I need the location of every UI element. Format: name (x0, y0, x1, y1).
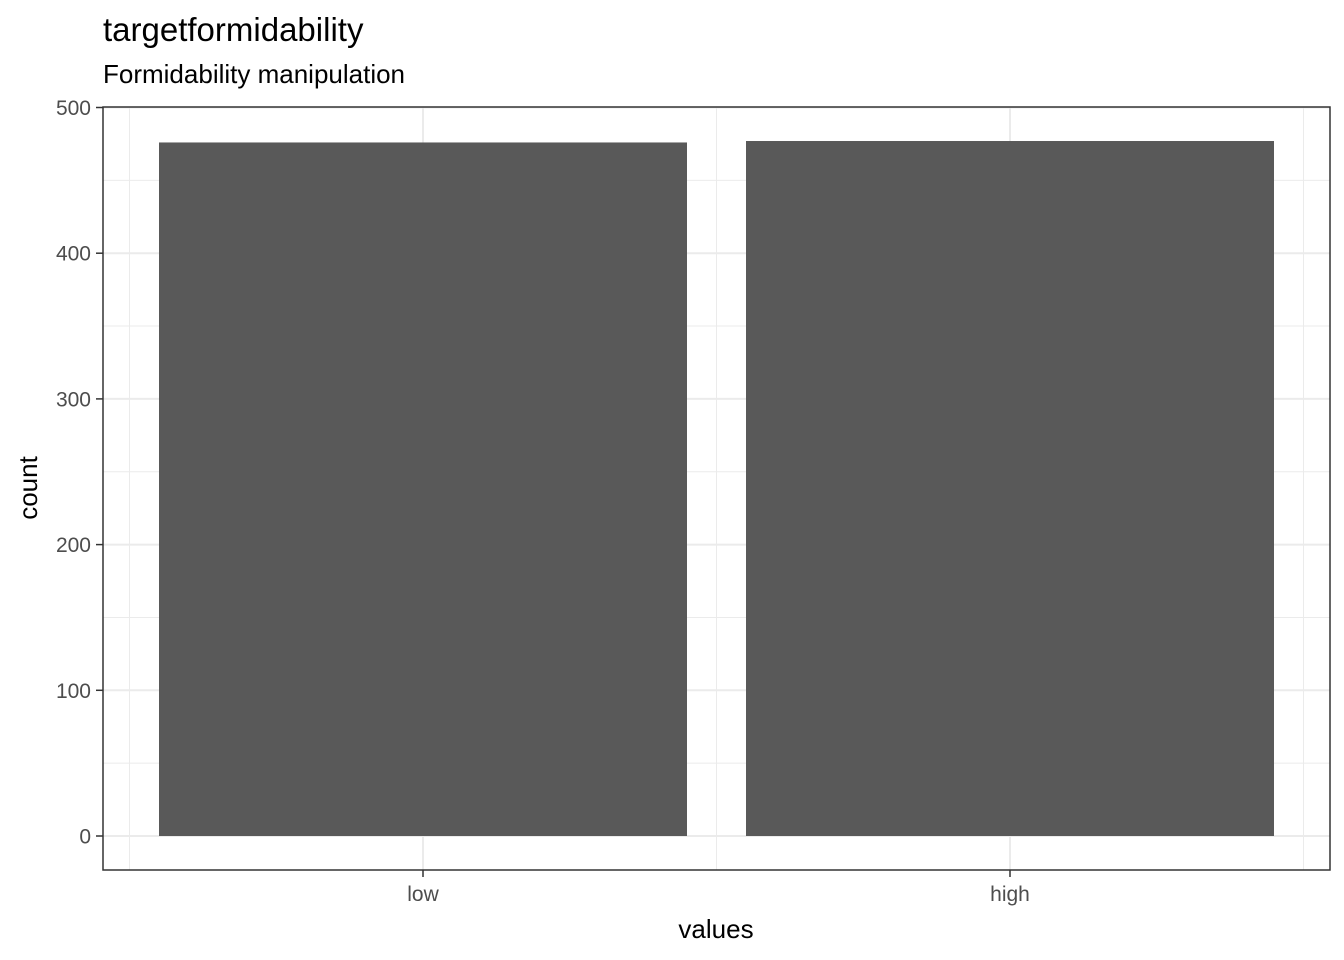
y-tick-label: 100 (56, 680, 91, 703)
x-axis-title: values (678, 914, 753, 944)
y-tick-label: 200 (56, 534, 91, 557)
y-tick-label: 0 (79, 826, 91, 849)
y-tick-label: 400 (56, 243, 91, 266)
bar-high (746, 141, 1274, 837)
panel-border (102, 106, 1331, 871)
plot-panel: 0 100 200 300 400 500 low high (56, 97, 1331, 906)
chart-subtitle: Formidability manipulation (103, 59, 405, 89)
chart-title: targetformidability (103, 11, 364, 48)
bar-low (159, 142, 687, 836)
y-tick-label: 300 (56, 388, 91, 411)
y-tick-label: 500 (56, 97, 91, 120)
y-axis-title: count (13, 455, 43, 519)
x-tick-label: low (407, 883, 439, 906)
x-tick-label: high (990, 883, 1030, 906)
